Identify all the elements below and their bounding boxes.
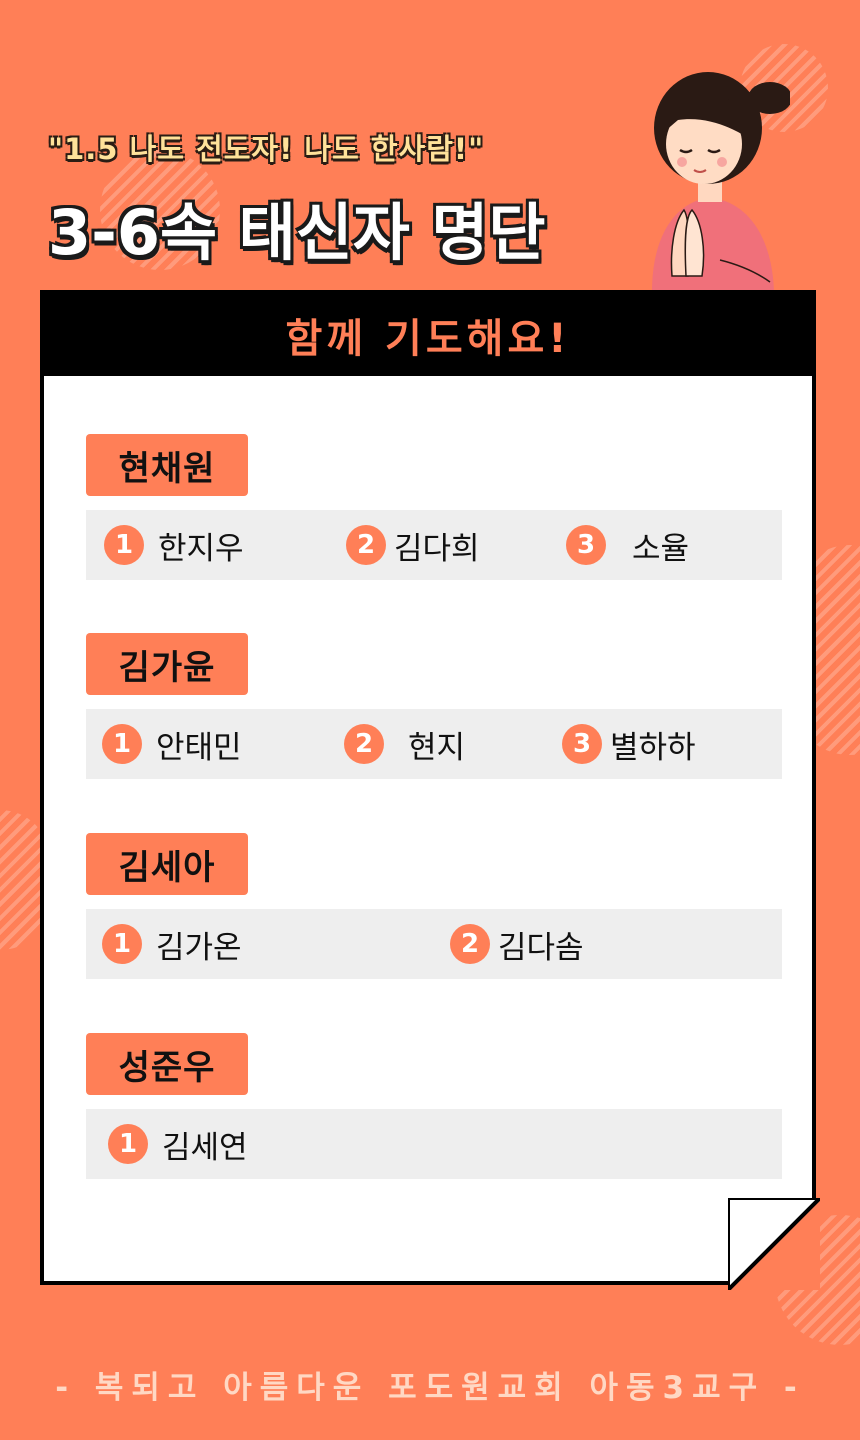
member-entry: 2 김다솜 — [450, 909, 584, 979]
member-name: 김가온 — [156, 929, 242, 966]
number-badge: 3 — [566, 525, 606, 565]
subtitle: "1.5 나도 전도자! 나도 한사람!" — [48, 132, 485, 166]
number-badge: 1 — [102, 924, 142, 964]
card-header: 함께 기도해요! — [44, 294, 812, 376]
member-name: 김다솜 — [498, 929, 584, 966]
member-entry: 2 현지 — [344, 709, 465, 779]
member-name: 안태민 — [156, 729, 242, 766]
card-heading: 함께 기도해요! — [285, 316, 571, 362]
number-badge: 1 — [108, 1124, 148, 1164]
page-title: 3-6속 태신자 명단 — [48, 196, 546, 269]
number-badge: 1 — [102, 724, 142, 764]
member-entry: 1 한지우 — [104, 510, 244, 580]
number-badge: 2 — [450, 924, 490, 964]
member-name: 별하하 — [610, 729, 696, 766]
member-entry: 2 김다희 — [346, 510, 480, 580]
leader-name: 성준우 — [118, 1047, 216, 1088]
member-name: 김다희 — [394, 530, 480, 567]
footer-text: - 복되고 아름다운 포도원교회 아동3교구 - — [55, 1370, 805, 1406]
prayer-list-card: 함께 기도해요! 현채원 1 한지우 2 김다희 3 소율 김가윤 1 안태민 — [40, 290, 820, 1290]
number-badge: 3 — [562, 724, 602, 764]
member-entry: 1 안태민 — [102, 709, 242, 779]
leader-name: 김가윤 — [118, 647, 216, 688]
member-entry: 1 김가온 — [102, 909, 242, 979]
number-badge: 2 — [344, 724, 384, 764]
leader-name: 현채원 — [118, 448, 216, 489]
member-row: 1 한지우 2 김다희 3 소율 — [86, 510, 782, 580]
number-badge: 2 — [346, 525, 386, 565]
member-entry: 3 소율 — [566, 510, 689, 580]
leader-name: 김세아 — [118, 847, 216, 888]
leader-tag: 현채원 — [86, 434, 248, 496]
member-entry: 3 별하하 — [562, 709, 696, 779]
page-curl-icon — [728, 1198, 820, 1290]
member-row: 1 안태민 2 현지 3 별하하 — [86, 709, 782, 779]
member-row: 1 김세연 — [86, 1109, 782, 1179]
member-name: 소율 — [632, 530, 690, 567]
leader-tag: 김세아 — [86, 833, 248, 895]
member-name: 김세연 — [162, 1129, 248, 1166]
member-name: 한지우 — [158, 530, 244, 567]
number-badge: 1 — [104, 525, 144, 565]
member-name: 현지 — [408, 729, 466, 766]
praying-girl-icon — [652, 72, 790, 292]
decorative-circle — [100, 150, 220, 270]
leader-tag: 김가윤 — [86, 633, 248, 695]
leader-tag: 성준우 — [86, 1033, 248, 1095]
member-row: 1 김가온 2 김다솜 — [86, 909, 782, 979]
member-entry: 1 김세연 — [108, 1109, 248, 1179]
